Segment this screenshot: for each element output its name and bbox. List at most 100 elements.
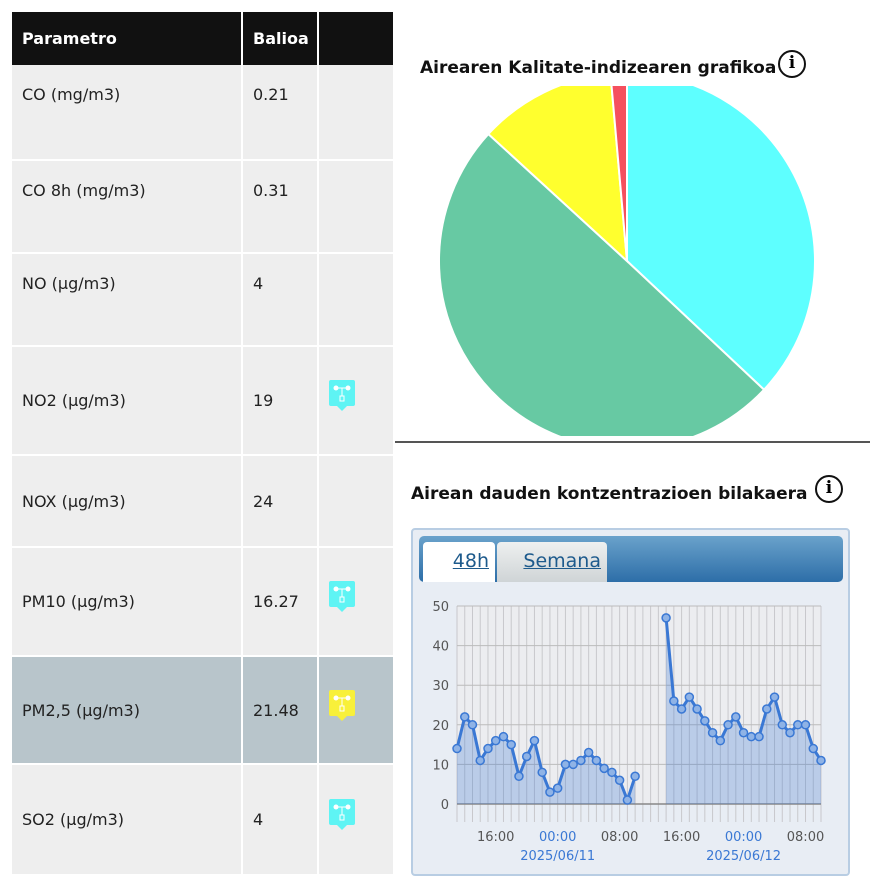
data-point — [599, 763, 609, 774]
data-point — [614, 775, 625, 785]
param-name: SO2 (µg/m3) — [12, 764, 243, 876]
header-balioa[interactable]: Balioa — [242, 12, 319, 65]
tab-bar: 48h Semana — [419, 536, 843, 582]
data-point — [793, 720, 803, 730]
data-point — [630, 771, 640, 782]
x-date-label: 2025/06/11 — [520, 849, 595, 864]
data-point — [738, 727, 749, 738]
data-point — [707, 727, 718, 738]
data-point — [754, 731, 764, 742]
info-icon[interactable]: i — [815, 475, 843, 503]
data-point — [785, 727, 795, 738]
param-name: NOX (µg/m3) — [12, 455, 243, 548]
marker-cell — [318, 253, 395, 347]
pie-slice — [626, 86, 816, 392]
data-point — [777, 720, 788, 730]
data-point — [514, 771, 524, 782]
data-point — [529, 735, 540, 746]
header-parametro[interactable]: Parametro — [12, 12, 243, 65]
param-value: 21.48 — [242, 656, 319, 765]
data-point — [700, 716, 710, 726]
param-value: 16.27 — [242, 547, 319, 657]
marker-cell — [318, 160, 395, 254]
data-point — [676, 704, 687, 714]
param-value: 4 — [242, 764, 319, 876]
param-name: CO 8h (mg/m3) — [12, 160, 243, 254]
table-row: PM10 (µg/m3) 16.27 — [12, 547, 395, 657]
y-tick-label: 40 — [432, 640, 449, 655]
data-point — [591, 755, 602, 766]
pie-slice — [610, 86, 628, 262]
data-point — [467, 720, 478, 730]
y-tick-label: 50 — [432, 600, 449, 615]
param-name: NO2 (µg/m3) — [12, 346, 243, 456]
data-point — [483, 743, 493, 754]
marker-cell — [318, 656, 395, 765]
table-row: SO2 (µg/m3) 4 — [12, 764, 395, 876]
tab-48h[interactable]: 48h — [423, 542, 495, 582]
param-value: 24 — [242, 455, 319, 548]
table-row: CO 8h (mg/m3) 0.31 — [12, 160, 395, 254]
concentration-line-chart: 0 10 20 30 40 50 16:00 00:00 2025/06/11 08:00 16:0… — [432, 600, 826, 864]
line-title: Airean dauden kontzentrazioen bilakaera — [411, 484, 808, 504]
data-point — [475, 755, 485, 766]
table-row: NOX (µg/m3) 24 — [12, 455, 395, 548]
air-quality-marker-icon[interactable] — [329, 799, 355, 830]
header-marker — [318, 12, 395, 65]
data-point — [459, 712, 470, 722]
data-point — [684, 692, 695, 702]
data-point — [490, 735, 501, 746]
tab-semana[interactable]: Semana — [497, 542, 607, 582]
x-tick-label: 00:00 — [539, 830, 576, 845]
data-point — [498, 731, 509, 742]
table-row: NO (µg/m3) 4 — [12, 253, 395, 347]
air-quality-marker-icon[interactable] — [329, 581, 355, 612]
data-point — [808, 743, 819, 754]
marker-cell — [318, 65, 395, 161]
param-value: 19 — [242, 346, 319, 456]
data-point — [692, 704, 702, 714]
x-tick-label: 00:00 — [725, 830, 762, 845]
data-point — [816, 755, 826, 766]
area-fill — [666, 617, 821, 804]
table-row: NO2 (µg/m3) 19 — [12, 346, 395, 456]
data-point — [568, 759, 578, 770]
data-point — [545, 787, 555, 797]
param-value: 4 — [242, 253, 319, 347]
param-name: CO (mg/m3) — [12, 65, 243, 161]
data-point — [746, 731, 757, 742]
param-value: 0.31 — [242, 160, 319, 254]
y-tick-label: 20 — [432, 719, 449, 734]
air-quality-marker-icon[interactable] — [329, 689, 355, 721]
marker-cell — [318, 764, 395, 876]
data-point — [452, 743, 462, 754]
data-point — [521, 751, 532, 762]
data-point — [661, 613, 671, 623]
x-date-label: 2025/06/12 — [706, 849, 781, 864]
marker-cell — [318, 547, 395, 657]
pie-slice — [438, 132, 766, 436]
table-row: PM2,5 (µg/m3) 21.48 — [12, 656, 395, 765]
marker-cell — [318, 346, 395, 456]
parameters-table: Parametro Balioa CO (mg/m3) 0.21 CO 8h (m… — [12, 12, 395, 876]
data-point — [506, 739, 516, 750]
info-icon[interactable]: i — [778, 50, 806, 78]
marker-cell — [318, 455, 395, 548]
param-value: 0.21 — [242, 65, 319, 161]
data-point — [769, 692, 780, 702]
data-point — [723, 720, 733, 730]
data-point — [622, 795, 633, 805]
data-point — [552, 783, 563, 793]
data-point — [560, 759, 571, 770]
x-tick-label: 08:00 — [601, 830, 638, 845]
x-tick-label: 16:00 — [663, 830, 700, 845]
pie-title: Airearen Kalitate-indizearen grafikoa — [420, 58, 777, 78]
aqi-pie-chart — [438, 86, 816, 436]
y-tick-label: 30 — [432, 679, 449, 694]
data-point — [800, 720, 811, 730]
data-point — [607, 767, 617, 778]
x-tick-label: 16:00 — [477, 830, 514, 845]
air-quality-marker-icon[interactable] — [329, 380, 355, 411]
data-point — [731, 712, 741, 722]
y-tick-label: 0 — [441, 798, 449, 813]
